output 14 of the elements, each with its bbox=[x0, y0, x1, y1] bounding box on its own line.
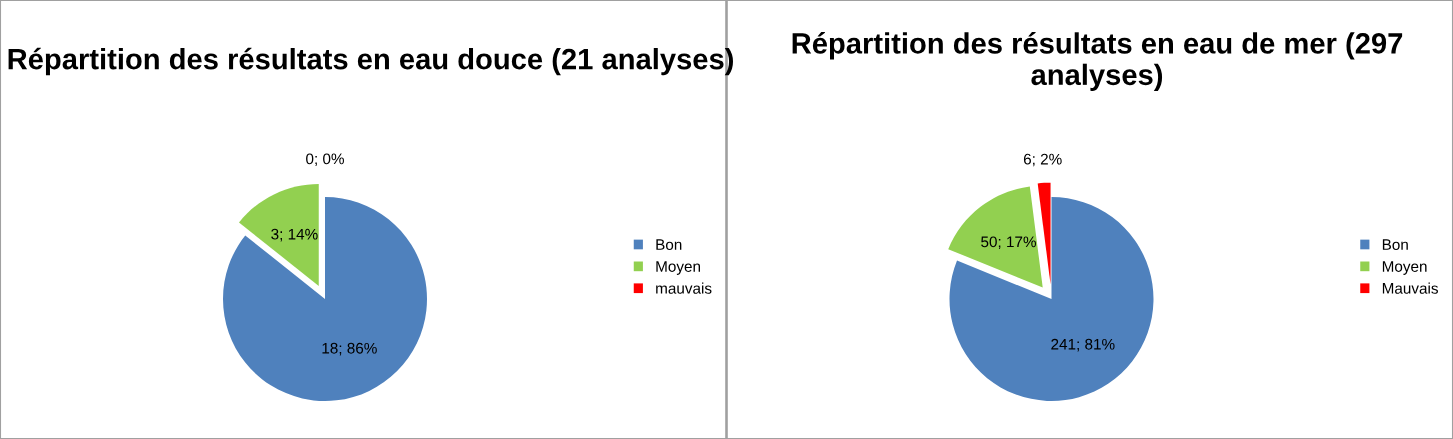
data-label: 6; 2% bbox=[1023, 153, 1062, 167]
text: 0; 0% bbox=[306, 153, 344, 167]
data-label: 18; 86% bbox=[322, 342, 377, 356]
chart-title: Répartition des résultats en eau de mer (297 analyses) bbox=[792, 32, 1403, 91]
data-label: 3; 14% bbox=[271, 228, 318, 242]
legend-label: Moyen bbox=[656, 261, 700, 275]
legend-label: Bon bbox=[1382, 239, 1408, 251]
data-label: 50; 17% bbox=[981, 236, 1036, 250]
legend-label: Bon bbox=[656, 239, 682, 251]
legend-label: mauvais bbox=[656, 282, 712, 294]
data-label: 241; 81% bbox=[1051, 338, 1115, 352]
legend-label: Moyen bbox=[1382, 261, 1427, 275]
legend-label: Mauvais bbox=[1382, 282, 1438, 294]
chart-title: Répartition des résultats en eau douce (21 analyses) bbox=[8, 47, 733, 76]
